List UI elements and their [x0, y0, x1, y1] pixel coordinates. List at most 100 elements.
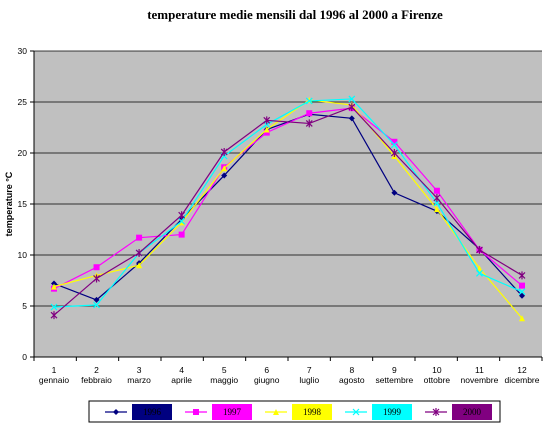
legend-label: 1997: [223, 407, 242, 417]
y-tick-label: 30: [18, 46, 28, 56]
legend-items: 1996 1997 1998 1999 2000: [105, 404, 492, 420]
x-tick-number: 4: [179, 365, 184, 375]
data-point: [93, 264, 100, 271]
legend-swatch: [372, 404, 412, 420]
data-point: [51, 283, 57, 290]
series-line: [53, 106, 523, 316]
data-point: [135, 248, 143, 257]
data-point: [221, 165, 228, 172]
x-tick-label: luglio: [299, 375, 319, 385]
y-tick-label: 0: [22, 352, 27, 362]
data-point: [519, 315, 525, 322]
series-2000: [50, 103, 526, 320]
data-point: [93, 274, 100, 283]
data-point: [93, 296, 100, 303]
data-point: [93, 301, 100, 309]
series-layer: [50, 95, 526, 322]
data-point: [433, 193, 441, 202]
data-point: [305, 97, 313, 105]
data-point: [221, 172, 228, 179]
data-point: [348, 95, 356, 103]
x-tick-label: agosto: [339, 375, 365, 385]
legend-item-2000: 2000: [425, 404, 492, 420]
x-tick-number: 8: [349, 365, 354, 375]
x-tick-number: 11: [475, 365, 484, 375]
data-point: [178, 211, 186, 220]
legend-item-1996: 1996: [105, 404, 172, 420]
legend-swatch: [292, 404, 332, 420]
y-tick-label: 15: [18, 199, 28, 209]
legend-label: 1996: [143, 407, 162, 417]
x-tick-label: giugno: [254, 375, 280, 385]
data-point: [432, 408, 440, 416]
data-point: [433, 187, 440, 194]
x-tick-number: 5: [222, 365, 227, 375]
x-tick-label: ottobre: [424, 375, 451, 385]
data-point: [136, 234, 143, 241]
data-point: [178, 219, 185, 226]
x-tick-number: 6: [264, 365, 269, 375]
data-point: [263, 129, 270, 136]
data-point: [193, 409, 199, 415]
x-tick-number: 7: [307, 365, 312, 375]
data-point: [391, 138, 398, 145]
data-point: [476, 245, 483, 254]
legend-item-1997: 1997: [185, 404, 252, 420]
legend-swatch: [212, 404, 252, 420]
data-point: [50, 311, 58, 320]
x-tick-label: aprile: [171, 375, 192, 385]
data-point: [50, 303, 58, 311]
data-point: [519, 282, 525, 289]
y-tick-label: 20: [18, 148, 28, 158]
y-tick-label: 5: [22, 301, 27, 311]
data-point: [476, 269, 483, 277]
x-tick-label: novembre: [461, 375, 499, 385]
x-tick-number: 1: [52, 365, 57, 375]
data-point: [263, 116, 271, 125]
data-point: [390, 141, 398, 149]
data-point: [519, 292, 525, 299]
y-tick-label: 25: [18, 97, 28, 107]
data-point: [391, 189, 398, 196]
data-point: [348, 103, 356, 112]
data-point: [113, 409, 119, 415]
legend-item-1998: 1998: [265, 404, 332, 420]
data-point: [51, 280, 57, 287]
data-point: [273, 409, 279, 415]
x-tick-label: gennaio: [39, 375, 70, 385]
x-tick-number: 3: [137, 365, 142, 375]
legend-swatch: [452, 404, 492, 420]
x-tick-number: 2: [94, 365, 99, 375]
legend-label: 2000: [463, 407, 482, 417]
legend-swatch: [132, 404, 172, 420]
data-point: [433, 206, 440, 213]
data-point: [352, 408, 360, 416]
y-axis-ticks: 0 5 10 15 20 25 30: [18, 46, 34, 362]
data-point: [348, 115, 355, 122]
chart-title: temperature medie mensili dal 1996 al 20…: [147, 7, 443, 22]
legend-label: 1998: [303, 407, 322, 417]
data-point: [306, 110, 313, 117]
data-point: [178, 231, 185, 238]
data-point: [136, 262, 143, 269]
series-line: [53, 98, 523, 308]
x-tick-number: 12: [517, 365, 527, 375]
x-tick-number: 9: [392, 365, 397, 375]
x-tick-label: maggio: [210, 375, 238, 385]
x-tick-label: febbraio: [81, 375, 112, 385]
y-axis-label: temperature °C: [4, 171, 14, 236]
x-tick-label: marzo: [127, 375, 151, 385]
legend-item-1999: 1999: [345, 404, 412, 420]
data-point: [178, 217, 186, 225]
series-line: [53, 99, 523, 319]
gridlines: [34, 50, 542, 307]
series-line: [53, 107, 523, 290]
data-point: [305, 119, 313, 128]
series-1998: [51, 96, 525, 322]
data-point: [518, 288, 526, 296]
legend-label: 1999: [383, 407, 402, 417]
x-tick-number: 10: [432, 365, 442, 375]
data-point: [220, 147, 228, 156]
